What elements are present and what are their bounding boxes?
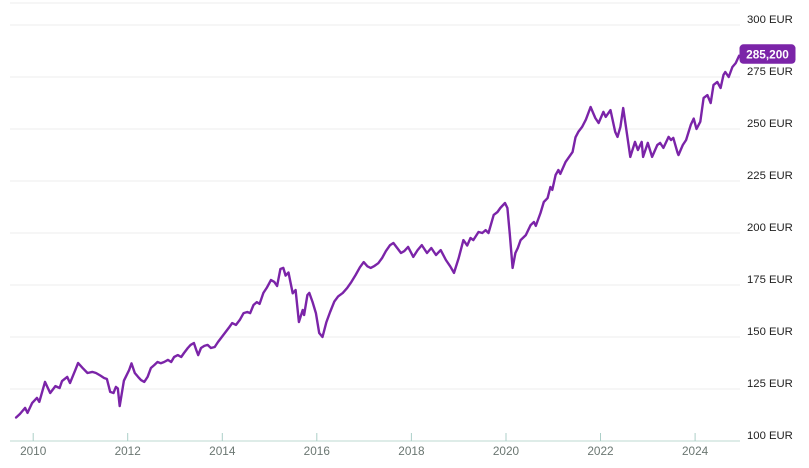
series-layer [14,54,741,419]
x-axis-label-2014: 2014 [209,444,236,458]
x-axis-label-2018: 2018 [398,444,425,458]
badge-layer: 285,200 [739,44,796,64]
axis-layer [10,433,740,442]
x-axis-label-2010: 2010 [20,444,47,458]
y-axis-label-250: 250 EUR [747,118,793,130]
y-axis-label-125: 125 EUR [747,378,793,390]
x-axis-label-2016: 2016 [304,444,331,458]
x-axis-label-2012: 2012 [115,444,141,458]
y-axis-label-200: 200 EUR [747,222,793,234]
y-axis-label-275: 275 EUR [747,66,793,78]
chart-hover-area[interactable] [10,3,740,441]
last-value-badge [739,44,796,64]
y-axis-label-300: 300 EUR [747,14,793,26]
x-axis-label-2022: 2022 [587,444,613,458]
last-value-badge-label: 285,200 [746,48,789,62]
x-axis-label-2024: 2024 [682,444,709,458]
label-layer: 300 EUR 275 EUR 250 EUR 225 EUR 200 EUR 175 E… [20,14,793,458]
y-axis-label-225: 225 EUR [747,170,793,182]
x-axis-label-2020: 2020 [493,444,520,458]
y-axis-label-100: 100 EUR [747,430,793,442]
performance-line [14,54,741,419]
y-axis-label-175: 175 EUR [747,274,793,286]
grid-layer [10,2,740,390]
y-axis-label-150: 150 EUR [747,326,793,338]
